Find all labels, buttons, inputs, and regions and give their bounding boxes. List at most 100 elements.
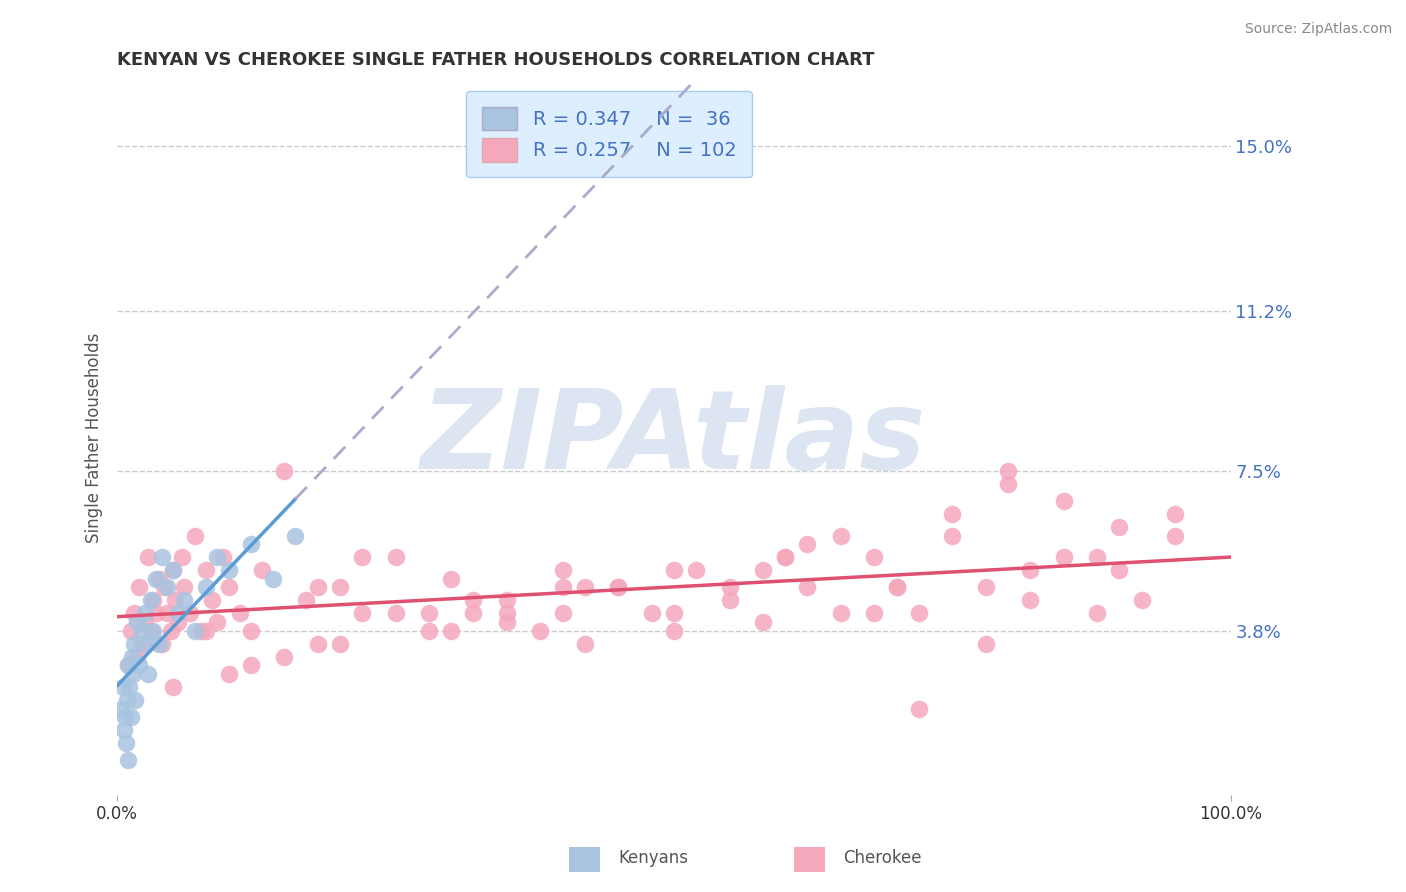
Point <box>685 563 707 577</box>
Point <box>607 581 630 595</box>
Point <box>440 572 463 586</box>
Point <box>117 658 139 673</box>
Point <box>138 667 160 681</box>
Point <box>167 607 190 621</box>
Point <box>142 624 165 638</box>
Point <box>1052 550 1074 565</box>
Point <box>1108 563 1130 577</box>
Point <box>752 615 775 629</box>
Point <box>117 754 139 768</box>
Point <box>120 624 142 638</box>
Point <box>150 550 173 565</box>
Point <box>1085 550 1108 565</box>
Point <box>124 693 146 707</box>
Y-axis label: Single Father Households: Single Father Households <box>86 333 103 543</box>
Point <box>170 550 193 565</box>
Point <box>886 581 908 595</box>
Point <box>908 701 931 715</box>
Point <box>974 637 997 651</box>
Point <box>640 607 662 621</box>
Point <box>307 637 329 651</box>
Point <box>418 607 440 621</box>
Point <box>329 637 352 651</box>
Point <box>529 624 551 638</box>
Point <box>207 615 229 629</box>
Point <box>496 593 519 607</box>
Point <box>121 649 143 664</box>
Point <box>974 581 997 595</box>
Point <box>239 537 262 551</box>
Point <box>162 680 184 694</box>
Point <box>329 581 352 595</box>
Point <box>352 550 374 565</box>
Point <box>1085 607 1108 621</box>
Point <box>179 607 201 621</box>
Point <box>120 710 142 724</box>
Text: Kenyans: Kenyans <box>619 849 689 867</box>
Point <box>114 710 136 724</box>
Point <box>941 507 963 521</box>
Point <box>156 581 179 595</box>
Point <box>195 563 218 577</box>
Point <box>1019 563 1042 577</box>
Point <box>134 615 156 629</box>
Point <box>212 550 235 565</box>
Point <box>112 723 135 738</box>
Point <box>830 607 852 621</box>
Point <box>128 658 150 673</box>
Point <box>195 624 218 638</box>
Point <box>139 624 162 638</box>
Point <box>127 649 149 664</box>
Point <box>273 464 295 478</box>
Point <box>1108 520 1130 534</box>
Point <box>134 607 156 621</box>
Text: Cherokee: Cherokee <box>844 849 922 867</box>
Point <box>184 528 207 542</box>
Point <box>662 607 685 621</box>
Point <box>218 667 240 681</box>
Point <box>262 572 284 586</box>
Point <box>384 607 406 621</box>
Point <box>127 615 149 629</box>
Point <box>145 572 167 586</box>
Point <box>131 637 153 651</box>
Point <box>173 581 195 595</box>
Point <box>139 593 162 607</box>
Point <box>115 736 138 750</box>
Point <box>162 563 184 577</box>
Point <box>908 607 931 621</box>
Point <box>1052 494 1074 508</box>
Text: Source: ZipAtlas.com: Source: ZipAtlas.com <box>1244 22 1392 37</box>
Point <box>156 607 179 621</box>
Point <box>574 581 596 595</box>
Point <box>1164 528 1187 542</box>
Point <box>118 680 141 694</box>
Point <box>121 667 143 681</box>
Legend: R = 0.347    N =  36, R = 0.257    N = 102: R = 0.347 N = 36, R = 0.257 N = 102 <box>467 91 752 178</box>
Point <box>718 593 741 607</box>
Point <box>134 637 156 651</box>
Point <box>295 593 318 607</box>
Point <box>496 615 519 629</box>
Point <box>1130 593 1153 607</box>
Point <box>111 680 134 694</box>
Point <box>239 624 262 638</box>
Point <box>607 581 630 595</box>
Point <box>145 607 167 621</box>
Point <box>863 550 886 565</box>
Point <box>115 693 138 707</box>
Point <box>150 637 173 651</box>
Point <box>997 464 1019 478</box>
Point <box>863 607 886 621</box>
Point <box>551 607 574 621</box>
Point <box>463 607 485 621</box>
Point <box>122 607 145 621</box>
Point <box>250 563 273 577</box>
Point <box>218 581 240 595</box>
Point <box>117 658 139 673</box>
Text: KENYAN VS CHEROKEE SINGLE FATHER HOUSEHOLDS CORRELATION CHART: KENYAN VS CHEROKEE SINGLE FATHER HOUSEHO… <box>117 51 875 69</box>
Point <box>796 537 818 551</box>
Point <box>284 528 307 542</box>
Text: ZIPAtlas: ZIPAtlas <box>422 384 927 491</box>
Point <box>195 581 218 595</box>
